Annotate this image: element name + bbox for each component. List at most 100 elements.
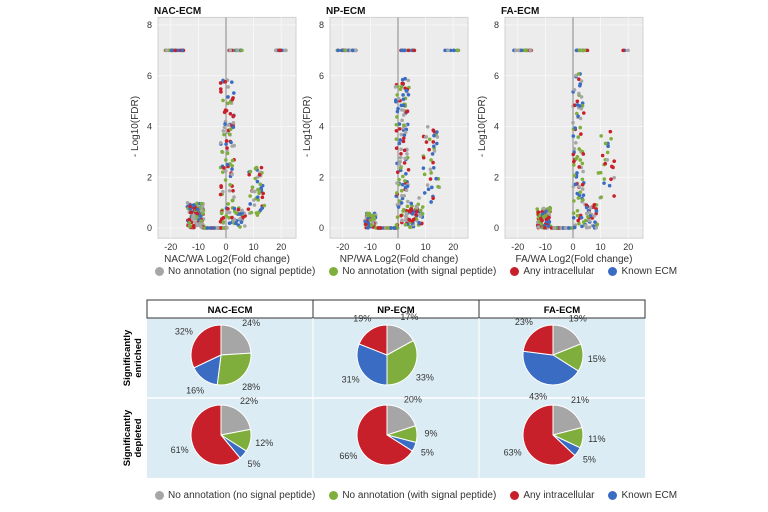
- blue-dot-icon: [608, 267, 618, 276]
- data-point: [395, 115, 399, 119]
- data-point: [399, 201, 404, 205]
- data-point: [431, 166, 436, 170]
- data-point: [238, 225, 242, 229]
- data-point: [224, 139, 229, 143]
- slice-label: 19%: [353, 314, 371, 324]
- x-tick-label: 20: [448, 242, 458, 252]
- data-point: [227, 132, 232, 137]
- slice-label: 66%: [339, 451, 357, 461]
- data-point: [188, 224, 192, 229]
- data-point: [253, 176, 258, 181]
- data-point: [577, 104, 582, 108]
- data-point: [427, 147, 431, 152]
- data-point: [427, 137, 432, 142]
- x-tick-label: 0: [570, 242, 575, 252]
- data-point: [396, 106, 400, 111]
- row-header-line: Significantly: [122, 409, 133, 466]
- pie-chart: 20% 9% 5% 66%: [339, 394, 437, 466]
- data-point: [229, 140, 233, 145]
- legend-label: No annotation (with signal peptide): [342, 266, 497, 277]
- pie-table: NAC-ECM NP-ECM FA-ECMSignificantlyenriched…: [122, 299, 646, 478]
- data-point: [397, 127, 402, 131]
- data-point: [394, 99, 398, 104]
- y-tick-label: 4: [319, 122, 324, 132]
- data-point: [208, 226, 212, 230]
- data-point: [432, 149, 437, 153]
- pie-chart: 19% 15% 43% 23%: [515, 314, 606, 402]
- data-point: [226, 207, 230, 211]
- pie-chart: 24% 28% 16% 32%: [175, 318, 260, 396]
- data-point: [230, 215, 234, 220]
- data-point: [405, 109, 410, 113]
- data-point: [566, 226, 571, 230]
- data-point: [396, 96, 401, 101]
- data-point: [225, 162, 230, 167]
- data-point: [571, 163, 576, 167]
- data-point: [225, 146, 229, 150]
- data-point: [584, 205, 589, 210]
- data-point: [248, 194, 252, 198]
- data-point: [417, 221, 421, 225]
- data-point: [392, 226, 397, 230]
- plot-area: [157, 16, 297, 239]
- data-point: [421, 166, 426, 170]
- data-point: [609, 136, 613, 141]
- data-point: [422, 191, 427, 195]
- data-point: [543, 226, 547, 230]
- data-point: [370, 214, 374, 218]
- data-point: [191, 223, 196, 228]
- data-point: [539, 216, 543, 221]
- data-point: [592, 202, 597, 207]
- data-point: [431, 140, 436, 144]
- data-point: [549, 226, 554, 230]
- data-point: [580, 182, 585, 187]
- data-point: [605, 150, 610, 155]
- data-point: [278, 48, 282, 53]
- data-point: [603, 141, 608, 146]
- data-point: [339, 48, 344, 53]
- data-point: [343, 48, 347, 53]
- data-point: [401, 126, 406, 130]
- data-point: [195, 222, 199, 226]
- data-point: [581, 198, 585, 202]
- data-point: [419, 208, 423, 213]
- data-point: [582, 111, 586, 115]
- data-point: [602, 181, 606, 185]
- data-point: [402, 161, 407, 165]
- data-point: [222, 125, 227, 130]
- data-point: [429, 158, 433, 162]
- data-point: [236, 207, 241, 212]
- grey-dot-icon: [155, 267, 164, 276]
- slice-label: 17%: [400, 312, 418, 322]
- data-point: [606, 144, 610, 149]
- data-point: [578, 125, 583, 130]
- data-point: [397, 122, 402, 126]
- data-point: [169, 48, 174, 53]
- row-header-line: depleted: [133, 418, 144, 457]
- data-point: [446, 48, 450, 53]
- data-point: [225, 226, 229, 230]
- data-point: [576, 114, 580, 119]
- green-dot-icon: [329, 491, 339, 500]
- data-point: [579, 132, 583, 136]
- x-tick-label: 10: [421, 242, 431, 252]
- data-point: [403, 130, 408, 135]
- data-point: [258, 208, 263, 212]
- data-point: [598, 170, 603, 175]
- data-point: [404, 211, 409, 216]
- x-tick-label: -20: [164, 242, 177, 252]
- data-point: [404, 127, 409, 132]
- data-point: [579, 106, 584, 111]
- data-point: [403, 179, 407, 183]
- data-point: [399, 151, 403, 156]
- data-point: [240, 48, 244, 53]
- data-point: [401, 139, 406, 144]
- data-point: [572, 173, 577, 178]
- data-point: [230, 144, 235, 148]
- data-point: [219, 226, 223, 230]
- data-point: [394, 146, 399, 150]
- slice-label: 33%: [416, 372, 434, 382]
- data-point: [231, 96, 235, 100]
